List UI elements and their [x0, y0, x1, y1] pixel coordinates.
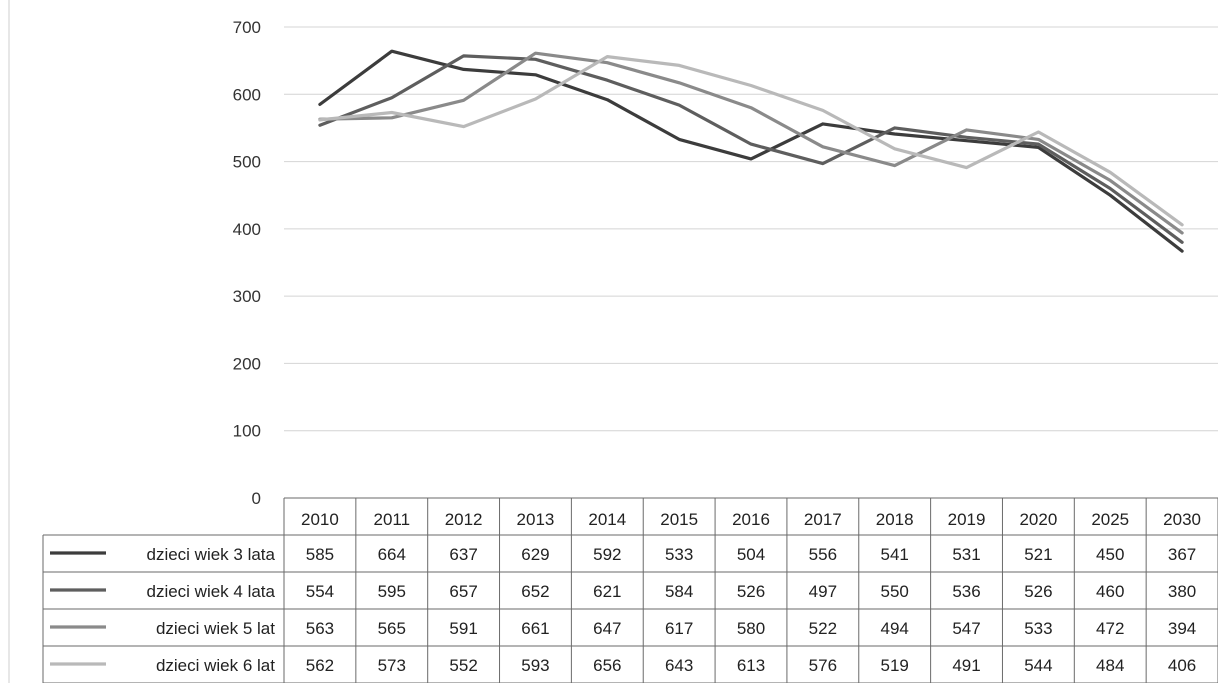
data-value-label: 460: [1096, 582, 1124, 601]
data-value-label: 656: [593, 656, 621, 675]
data-value-label: 472: [1096, 619, 1124, 638]
data-value-label: 664: [378, 545, 406, 564]
data-table: 2010 2011 2012 2013 2014 2015 2016 2017 2018 2019…: [42, 497, 1218, 683]
data-value-label: 643: [665, 656, 693, 675]
series-name-label: dzieci wiek 6 lat: [156, 656, 275, 675]
data-value-label: 573: [378, 656, 406, 675]
y-tick-label: 400: [233, 220, 261, 239]
data-value-label: 491: [952, 656, 980, 675]
x-category-label: 2011: [373, 510, 410, 529]
data-value-label: 556: [809, 545, 837, 564]
data-value-label: 563: [306, 619, 334, 638]
data-value-label: 637: [449, 545, 477, 564]
data-value-label: 552: [449, 656, 477, 675]
data-value-label: 657: [449, 582, 477, 601]
data-value-label: 533: [1024, 619, 1052, 638]
data-value-label: 585: [306, 545, 334, 564]
data-value-label: 367: [1168, 545, 1196, 564]
data-value-label: 661: [521, 619, 549, 638]
y-tick-label: 500: [233, 153, 261, 172]
data-value-label: 584: [665, 582, 693, 601]
data-value-label: 550: [881, 582, 909, 601]
data-value-label: 484: [1096, 656, 1124, 675]
x-category-label: 2019: [948, 510, 986, 529]
data-value-label: 519: [881, 656, 909, 675]
data-value-label: 406: [1168, 656, 1196, 675]
y-tick-label: 100: [233, 422, 261, 441]
data-value-label: 652: [521, 582, 549, 601]
data-value-label: 541: [881, 545, 909, 564]
data-value-label: 621: [593, 582, 621, 601]
data-value-label: 380: [1168, 582, 1196, 601]
x-category-label: 2020: [1019, 510, 1057, 529]
data-value-label: 593: [521, 656, 549, 675]
data-value-label: 531: [952, 545, 980, 564]
data-value-label: 591: [449, 619, 477, 638]
data-value-label: 450: [1096, 545, 1124, 564]
y-tick-label: 200: [233, 354, 261, 373]
series-line-1: [318, 49, 1184, 253]
data-value-label: 647: [593, 619, 621, 638]
x-category-label: 2010: [301, 510, 339, 529]
data-value-label: 526: [1024, 582, 1052, 601]
series-line-3: [318, 51, 1184, 235]
series-line-2: [318, 54, 1184, 244]
data-value-label: 526: [737, 582, 765, 601]
series-lines: [318, 49, 1184, 253]
data-value-label: 536: [952, 582, 980, 601]
x-category-label: 2013: [517, 510, 555, 529]
data-value-label: 533: [665, 545, 693, 564]
y-tick-label: 300: [233, 287, 261, 306]
data-value-label: 544: [1024, 656, 1052, 675]
series-line-4: [318, 54, 1184, 227]
x-category-label: 2016: [732, 510, 770, 529]
data-value-label: 497: [809, 582, 837, 601]
gridlines: [8, 0, 1218, 683]
data-value-label: 565: [378, 619, 406, 638]
data-value-label: 562: [306, 656, 334, 675]
x-category-label: 2012: [445, 510, 483, 529]
series-name-label: dzieci wiek 5 lat: [156, 619, 275, 638]
data-value-label: 554: [306, 582, 334, 601]
series-name-label: dzieci wiek 3 lata: [146, 545, 275, 564]
y-tick-label: 0: [252, 489, 261, 508]
data-value-label: 595: [378, 582, 406, 601]
y-tick-label: 600: [233, 85, 261, 104]
data-value-label: 394: [1168, 619, 1196, 638]
data-value-label: 494: [881, 619, 909, 638]
data-value-label: 592: [593, 545, 621, 564]
data-value-label: 617: [665, 619, 693, 638]
data-value-label: 521: [1024, 545, 1052, 564]
x-category-label: 2015: [660, 510, 698, 529]
data-value-label: 576: [809, 656, 837, 675]
x-category-label: 2025: [1091, 510, 1129, 529]
data-value-label: 504: [737, 545, 765, 564]
data-value-label: 613: [737, 656, 765, 675]
y-tick-label: 700: [233, 18, 261, 37]
data-value-label: 522: [809, 619, 837, 638]
y-axis-tick-labels: 0 100 200 300 400 500 600 700: [233, 18, 261, 508]
data-value-label: 580: [737, 619, 765, 638]
series-name-label: dzieci wiek 4 lata: [146, 582, 275, 601]
x-category-label: 2017: [804, 510, 842, 529]
x-category-label: 2014: [588, 510, 626, 529]
x-category-label: 2030: [1163, 510, 1201, 529]
data-value-label: 547: [952, 619, 980, 638]
x-category-label: 2018: [876, 510, 914, 529]
data-value-label: 629: [521, 545, 549, 564]
